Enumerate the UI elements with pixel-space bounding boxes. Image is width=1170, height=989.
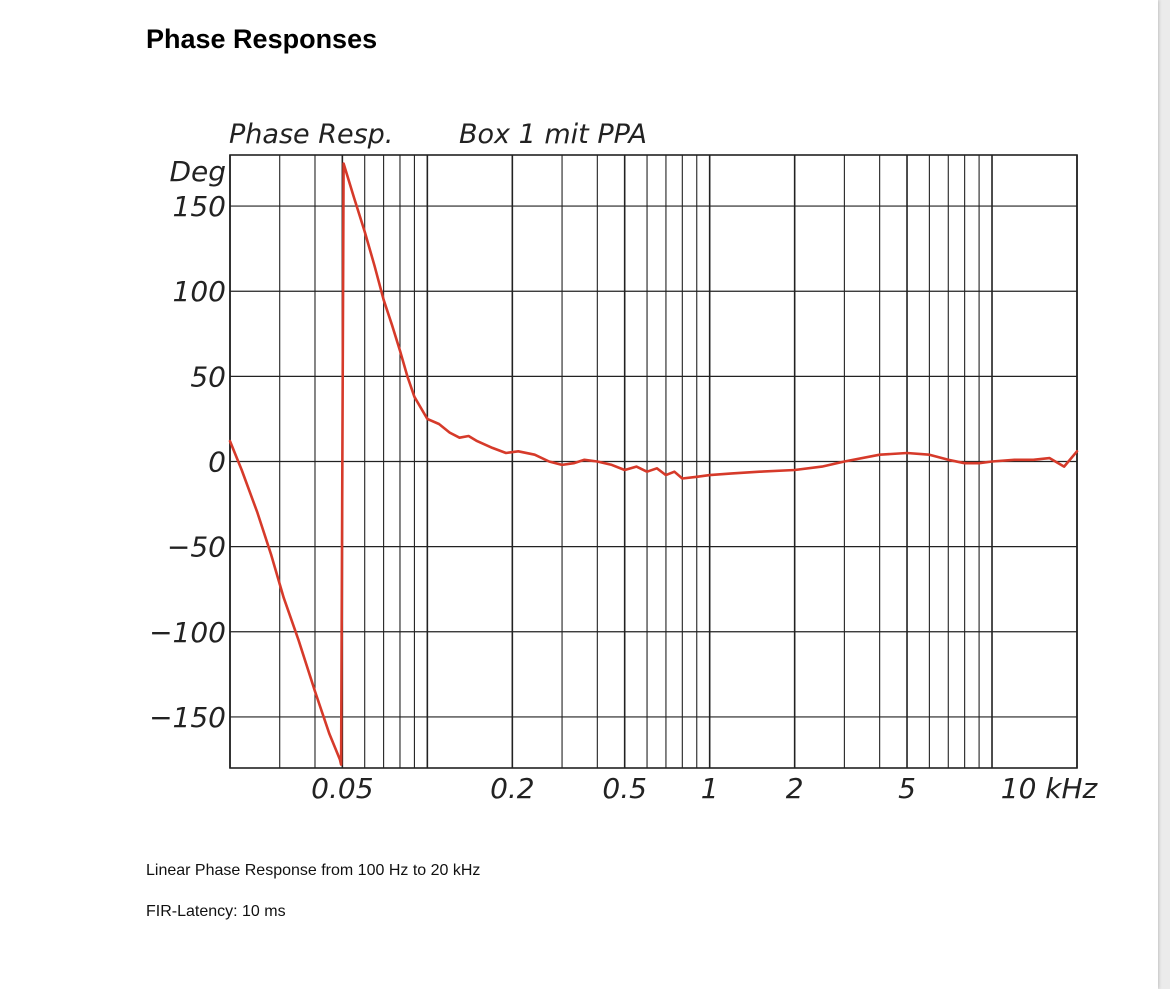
y-tick-label: 100 bbox=[173, 275, 226, 308]
x-tick-label: 0.5 bbox=[602, 772, 647, 805]
y-tick-labels: 150 100 50 0 −50 −100 −150 bbox=[149, 190, 226, 734]
x-tick-label: 0.05 bbox=[311, 772, 373, 805]
x-tick-labels: 0.05 0.2 0.5 1 2 5 10 kHz bbox=[311, 772, 1098, 805]
note-linear-phase: Linear Phase Response from 100 Hz to 20 … bbox=[146, 862, 481, 879]
x-tick-label: 0.2 bbox=[490, 772, 535, 805]
chart-grid bbox=[229, 155, 1078, 768]
y-tick-label: 0 bbox=[208, 446, 226, 479]
phase-curve-line bbox=[228, 162, 1079, 766]
note-fir-latency: FIR-Latency: 10 ms bbox=[146, 903, 286, 920]
x-tick-label: 1 bbox=[701, 772, 719, 805]
x-tick-label: 2 bbox=[786, 772, 804, 805]
y-tick-label: −150 bbox=[149, 701, 226, 734]
y-tick-label: 150 bbox=[173, 190, 226, 223]
y-axis-label: Deg bbox=[169, 155, 226, 188]
chart-subtitle: Box 1 mit PPA bbox=[459, 119, 647, 150]
y-tick-label: 50 bbox=[190, 360, 226, 393]
chart-title: Phase Resp. bbox=[229, 119, 393, 150]
page-title: Phase Responses bbox=[146, 24, 378, 54]
x-tick-label: 10 kHz bbox=[1001, 772, 1099, 805]
y-tick-label: −100 bbox=[149, 616, 226, 649]
y-tick-label: −50 bbox=[167, 531, 226, 564]
x-tick-label: 5 bbox=[898, 772, 916, 805]
plot-frame bbox=[229, 154, 1078, 769]
